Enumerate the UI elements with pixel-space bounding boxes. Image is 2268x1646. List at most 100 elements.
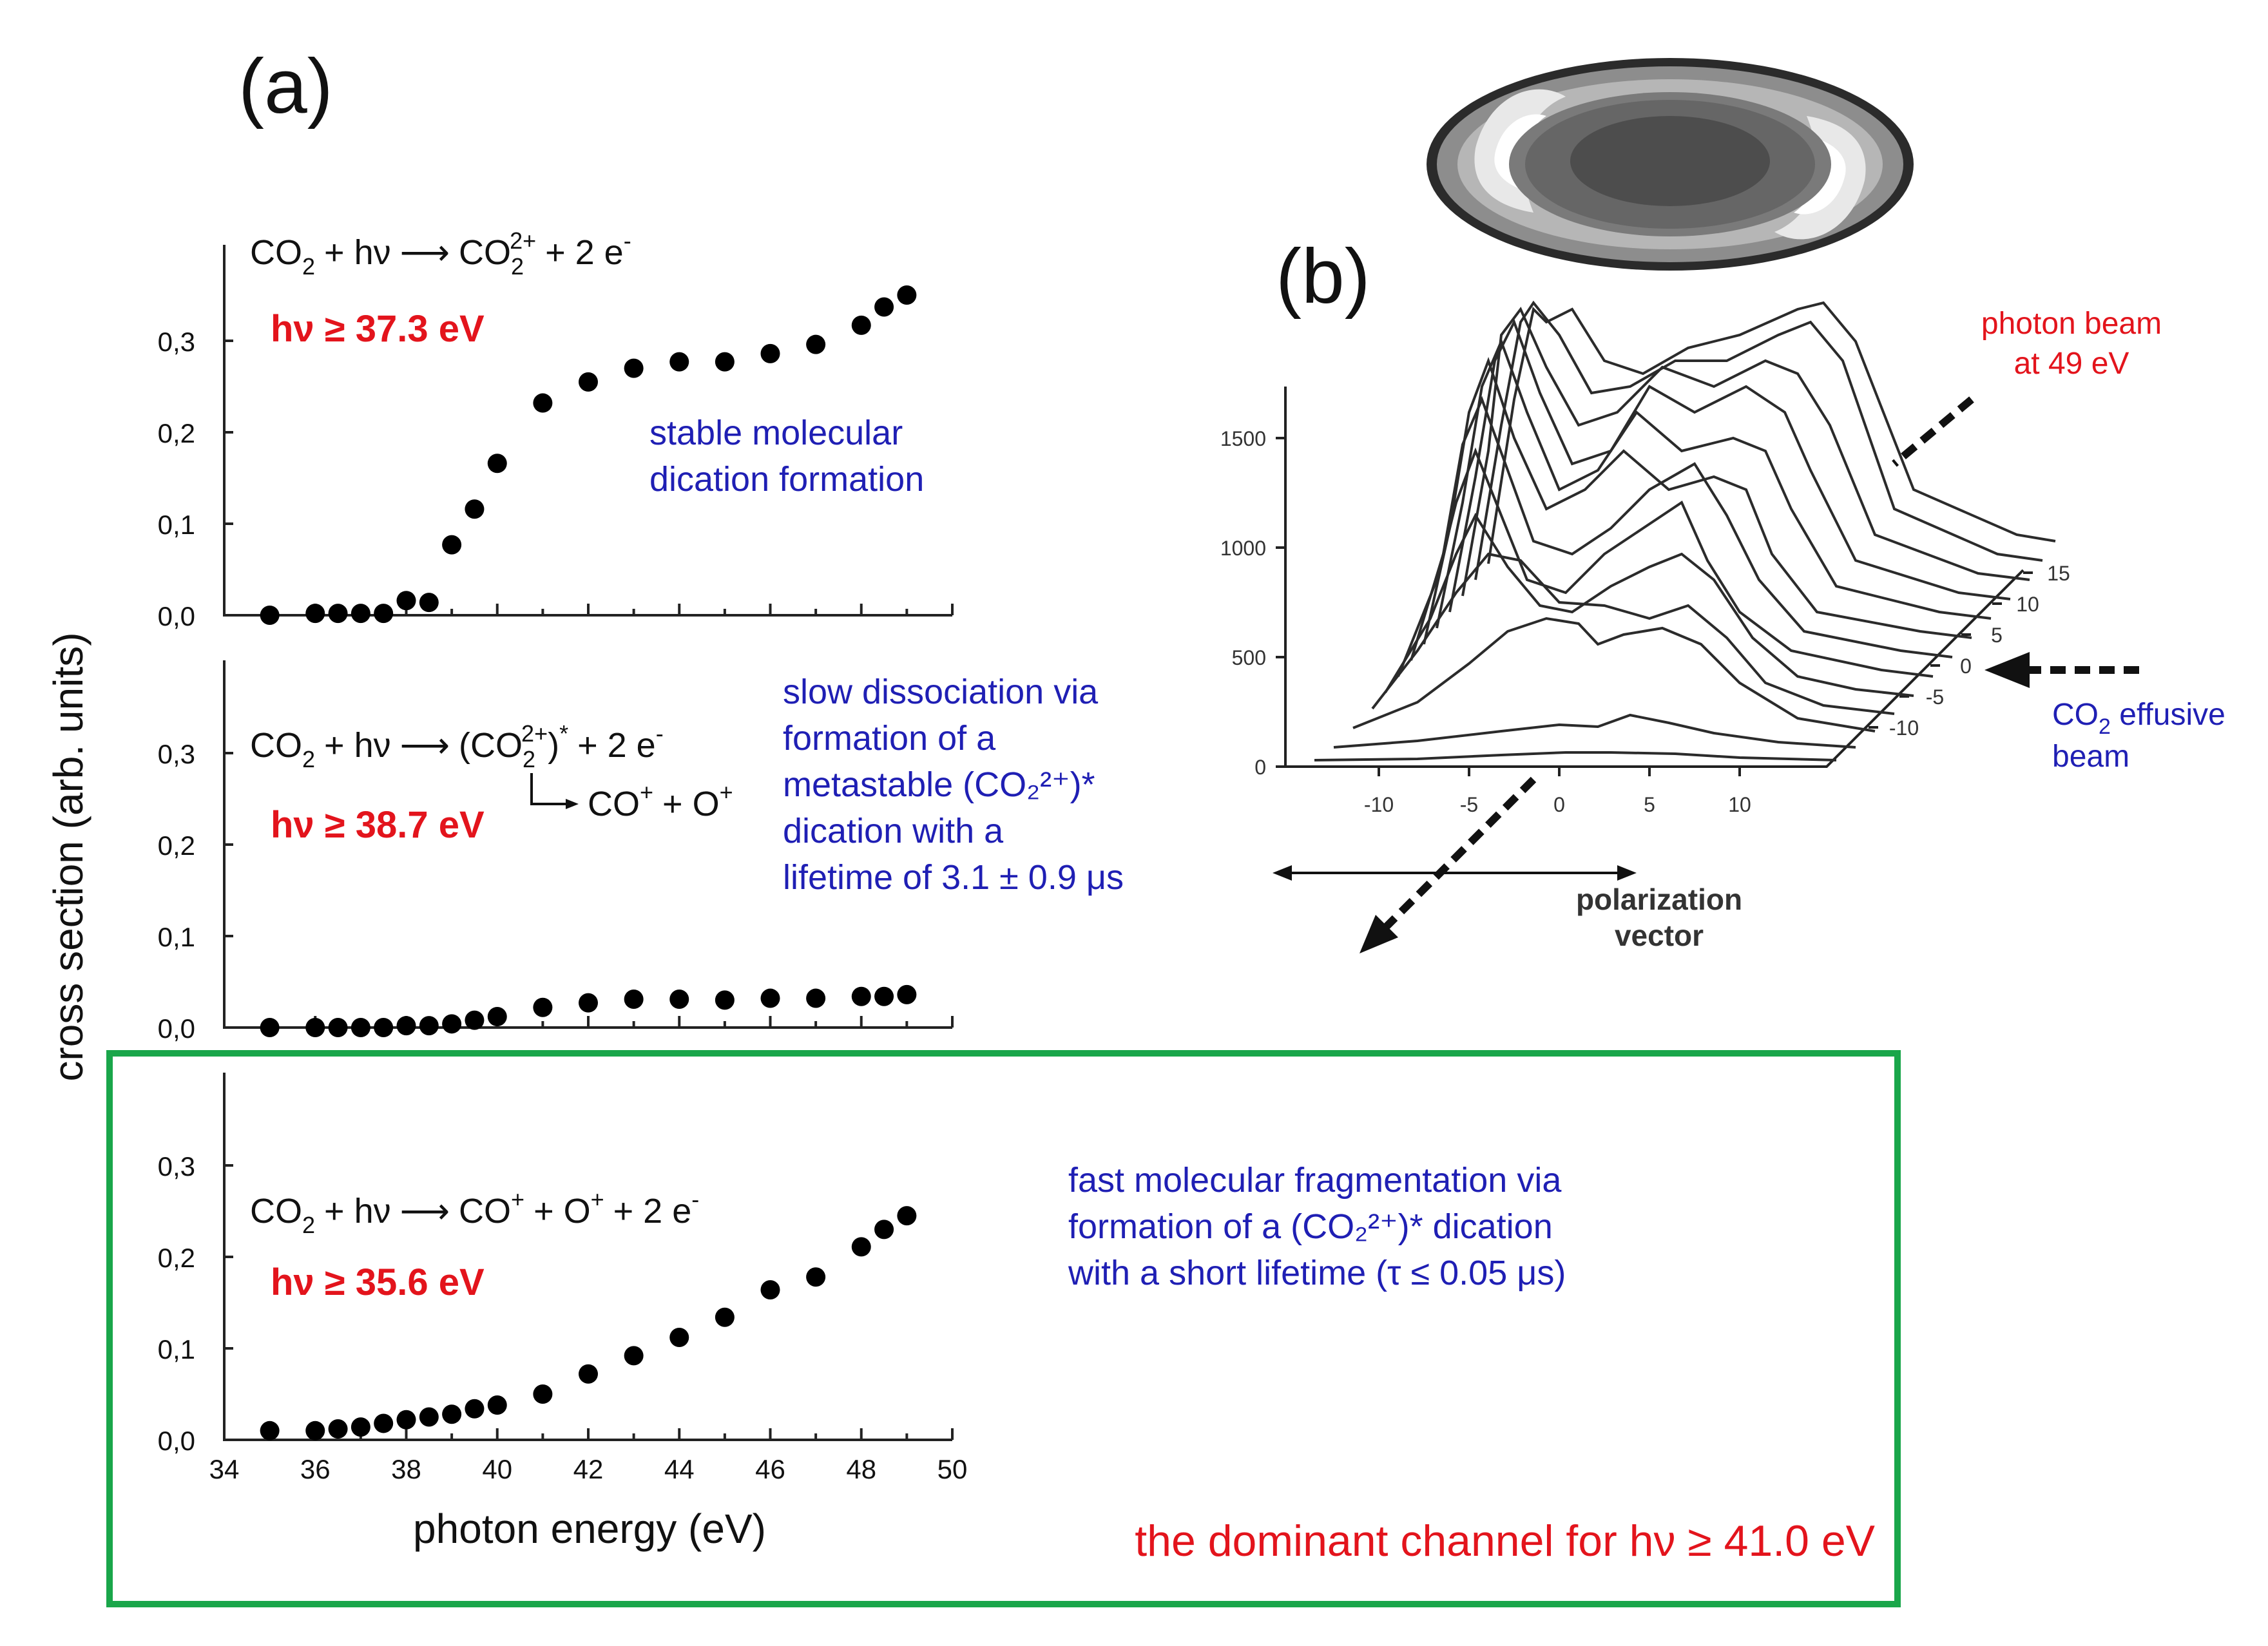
data-point — [419, 1016, 439, 1036]
y-tick-label: 0,3 — [158, 739, 195, 769]
data-point — [396, 1016, 416, 1036]
data-point — [260, 606, 280, 625]
data-point — [442, 1014, 462, 1034]
data-point — [465, 1010, 485, 1030]
y-tick-label: 0,2 — [158, 830, 195, 861]
sub-reaction-middle: CO+ + O+ — [588, 779, 733, 823]
annotation-bottom-1: fast molecular fragmentation via — [1068, 1161, 1562, 1200]
b-x-tick-label: 0 — [1553, 793, 1565, 816]
panel-b-label: (b) — [1276, 233, 1370, 320]
y-tick-label: 0,1 — [158, 1334, 195, 1364]
y-tick-label: 0,1 — [158, 510, 195, 540]
data-point — [760, 988, 780, 1008]
data-point — [851, 1237, 871, 1257]
data-point — [465, 1399, 485, 1419]
z-tick-label: 500 — [1232, 646, 1266, 669]
data-point — [351, 1018, 370, 1037]
depth-tick-label: -10 — [1889, 716, 1919, 740]
effusive-beam-label: CO2 effusive — [2052, 698, 2225, 739]
data-point — [806, 988, 826, 1008]
x-tick-label: 36 — [300, 1454, 331, 1484]
annotation-middle-1: slow dissociation via — [783, 673, 1099, 711]
data-point — [624, 1346, 644, 1366]
data-point — [897, 1206, 917, 1226]
depth-tick-label: -5 — [1926, 685, 1944, 709]
data-point — [351, 604, 370, 624]
y-tick-label: 0,0 — [158, 601, 195, 631]
x-axis-label: photon energy (eV) — [413, 1506, 766, 1552]
data-point — [442, 535, 462, 555]
data-point — [419, 1407, 439, 1427]
photon-beam-label-1: photon beam — [1981, 307, 2162, 341]
data-point — [874, 297, 894, 317]
data-point — [260, 1421, 280, 1440]
data-point — [715, 352, 735, 372]
threshold-bottom: hν ≥ 35.6 eV — [271, 1261, 485, 1303]
data-point — [374, 604, 394, 624]
y-tick-label: 0,2 — [158, 1243, 195, 1273]
x-tick-label: 44 — [664, 1454, 695, 1484]
annotation-bottom-2: formation of a (CO₂²⁺)* dication — [1068, 1207, 1553, 1246]
data-point — [442, 1404, 462, 1424]
data-point — [305, 604, 325, 624]
data-point — [533, 1384, 553, 1404]
data-point — [351, 1417, 370, 1437]
x-tick-label: 48 — [846, 1454, 876, 1484]
data-point — [806, 334, 826, 354]
y-tick-label: 0,1 — [158, 922, 195, 952]
x-tick-label: 42 — [573, 1454, 604, 1484]
depth-tick-label: 5 — [1991, 624, 2003, 647]
data-point — [851, 315, 871, 335]
depth-tick-label: 0 — [1960, 655, 1972, 678]
z-tick-label: 1000 — [1220, 537, 1266, 560]
annotation-middle-2: formation of a — [783, 719, 996, 758]
annotation-middle-3: metastable (CO₂²⁺)* — [783, 765, 1095, 804]
data-point — [669, 989, 689, 1009]
x-tick-label: 40 — [482, 1454, 512, 1484]
data-point — [260, 1018, 280, 1037]
data-point — [874, 1220, 894, 1239]
data-point — [419, 593, 439, 613]
y-tick-label: 0,0 — [158, 1426, 195, 1456]
polarization-label-2: vector — [1615, 919, 1704, 952]
y-tick-label: 0,2 — [158, 418, 195, 448]
subplot-bottom: 0,0 0,1 0,2 0,3 34 36 38 40 42 44 46 48 50 photon e… — [158, 1073, 1876, 1565]
data-point — [487, 454, 507, 474]
polarization-label-1: polarization — [1576, 883, 1742, 916]
y-tick-label: 0,3 — [158, 327, 195, 357]
annotation-bottom-3: with a short lifetime (τ ≤ 0.05 μs) — [1068, 1254, 1566, 1292]
data-point — [715, 1307, 735, 1327]
dominant-channel-note: the dominant channel for hν ≥ 41.0 eV — [1135, 1517, 1875, 1565]
vmi-image-disc — [1427, 58, 1914, 271]
data-point — [579, 372, 598, 392]
photon-beam-label-2: at 49 eV — [2014, 347, 2129, 381]
y-tick-label: 0,0 — [158, 1013, 195, 1044]
data-point — [624, 358, 644, 378]
y-tick-label: 0,3 — [158, 1151, 195, 1182]
x-tick-label: 38 — [391, 1454, 421, 1484]
reaction-bottom: CO2 + hν ⟶ CO+ + O+ + 2 e- — [250, 1186, 699, 1238]
z-tick-label: 1500 — [1220, 427, 1266, 450]
b-x-tick-label: -5 — [1460, 793, 1478, 816]
data-point — [669, 1327, 689, 1347]
z-tick-label: 0 — [1254, 756, 1266, 779]
x-tick-label: 34 — [209, 1454, 240, 1484]
data-point — [396, 1410, 416, 1430]
data-point — [487, 1395, 507, 1415]
data-point — [487, 1006, 507, 1026]
annotation-middle-4: dication with a — [783, 812, 1004, 850]
data-point — [851, 986, 871, 1006]
b-x-tick-label: 10 — [1728, 793, 1751, 816]
depth-tick-label: 15 — [2047, 562, 2070, 585]
data-point — [669, 352, 689, 372]
data-point — [579, 993, 598, 1013]
subplot-top: 0,0 0,1 0,2 0,3 CO2 + hν ⟶ CO22+ + 2 e- hν ≥ 37… — [158, 227, 954, 631]
data-point — [328, 1018, 348, 1037]
threshold-middle: hν ≥ 38.7 eV — [271, 804, 485, 846]
panel-a-label: (a) — [238, 43, 333, 129]
b-x-tick-label: -10 — [1364, 793, 1394, 816]
data-point — [396, 591, 416, 611]
data-point — [328, 1419, 348, 1439]
data-point — [624, 989, 644, 1009]
data-point — [328, 604, 348, 624]
